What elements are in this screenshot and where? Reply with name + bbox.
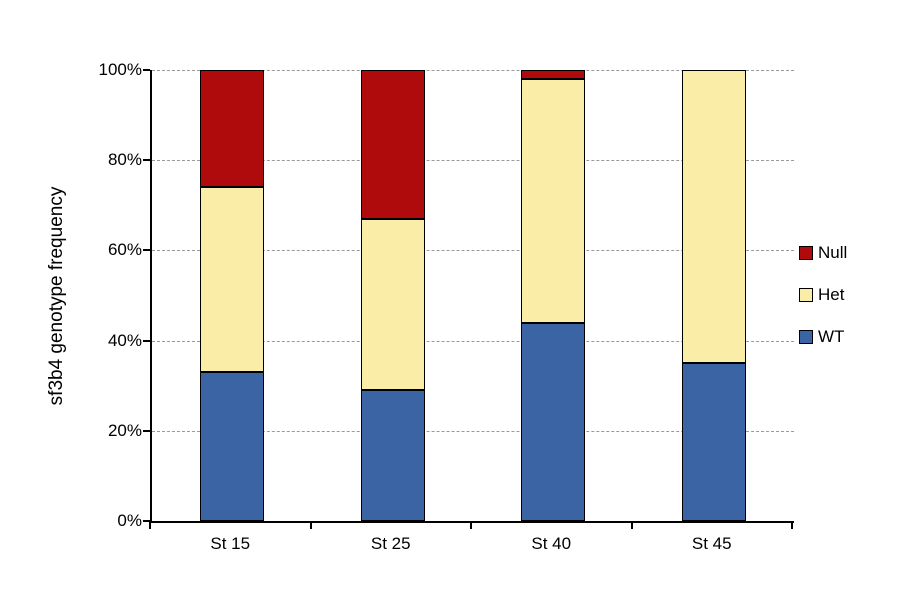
y-tick-mark: [143, 69, 150, 71]
bar-segment-wt: [681, 363, 746, 521]
bar-segment-het: [681, 70, 746, 364]
bar-st-15: [200, 70, 265, 521]
x-tick-mark: [630, 522, 633, 529]
gridline: [152, 430, 794, 432]
legend-swatch-het: [799, 288, 813, 302]
legend-label: WT: [818, 327, 845, 346]
bar-segment-null: [200, 70, 265, 188]
x-category-label: St 45: [691, 534, 732, 553]
y-tick-label: 40%: [107, 330, 142, 350]
x-tick-mark: [149, 522, 151, 529]
legend-item-wt: WT: [799, 316, 847, 358]
y-tick-label: 0%: [117, 511, 142, 530]
legend-label: Null: [818, 243, 848, 262]
x-tick-mark: [309, 522, 312, 529]
x-tick-mark: [791, 522, 793, 529]
legend-item-null: Null: [799, 232, 847, 274]
bar-segment-wt: [200, 372, 265, 521]
x-tick-mark: [470, 522, 472, 529]
bar-segment-null: [360, 70, 425, 219]
bar-segment-wt: [521, 322, 586, 521]
gridline: [152, 340, 794, 342]
legend-label: Het: [818, 285, 845, 304]
y-tick-label: 20%: [107, 420, 142, 440]
plot-area: [150, 70, 794, 523]
x-category-label: St 25: [370, 534, 411, 553]
bar-segment-het: [360, 218, 425, 391]
gridline: [152, 160, 794, 162]
y-tick-mark: [143, 249, 150, 252]
y-tick-label: 80%: [107, 150, 142, 170]
y-tick-mark: [143, 159, 150, 162]
y-tick-mark: [143, 339, 150, 342]
y-tick-label: 100%: [98, 60, 142, 79]
gridline: [152, 250, 794, 252]
bar-segment-wt: [360, 390, 425, 521]
y-axis-title: sf3b4 genotype frequency: [46, 186, 67, 406]
bar-segment-het: [521, 79, 586, 323]
bar-segment-het: [200, 187, 265, 373]
legend-item-het: Het: [799, 274, 847, 316]
bar-st-45: [681, 70, 746, 521]
bar-segment-null: [521, 70, 586, 80]
legend: Null Het WT: [799, 232, 847, 358]
y-tick-mark: [143, 520, 150, 522]
bar-st-25: [360, 70, 425, 521]
y-tick-label: 60%: [107, 240, 142, 260]
legend-swatch-wt: [799, 330, 813, 344]
x-category-label: St 15: [210, 534, 251, 553]
legend-swatch-null: [799, 246, 813, 260]
bar-st-40: [521, 70, 586, 521]
y-tick-mark: [143, 429, 150, 432]
gridline: [152, 70, 794, 71]
x-category-label: St 40: [531, 534, 572, 553]
